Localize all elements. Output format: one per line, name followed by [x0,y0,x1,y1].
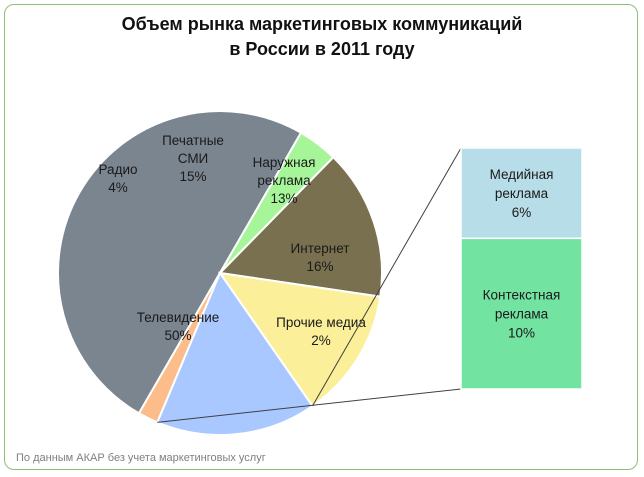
bar-segment-контекстная-реклама [460,237,583,390]
bar-segment-медийная-реклама [460,147,583,240]
chart-title-line2: в России в 2011 году [229,39,415,59]
pie-label-наружная-реклама: Наружная реклама 13% [253,155,316,206]
footnote: По данным АКАР без учета маркетинговых у… [16,452,266,464]
pie-slice-телевидение [56,109,303,415]
bar-label-медийная-реклама: Медийная реклама 6% [490,167,554,220]
connector-line-bottom [157,388,462,423]
chart-title-line1: Объем рынка маркетинговых коммуникаций [121,14,523,34]
chart-title: Объем рынка маркетинговых коммуникаций в… [0,12,644,62]
pie-slice-интернет [155,270,314,436]
pie-slice-прочие-медиа [137,272,221,424]
bar-label-контекстная-реклама: Контекстная реклама 10% [483,288,561,341]
connector-line-top [312,147,462,407]
pie-label-телевидение: Телевидение 50% [137,310,220,343]
pie-slice-наружная-реклама [217,271,382,408]
pie-label-радио: Радио 4% [99,162,138,195]
pie-label-прочие-медиа: Прочие медиа 2% [276,315,366,348]
pie-label-печатные-сми: Печатные СМИ 15% [162,133,224,184]
pie-label-интернет: Интернет 16% [291,241,350,274]
pie-slice-печатные-сми [217,155,383,298]
